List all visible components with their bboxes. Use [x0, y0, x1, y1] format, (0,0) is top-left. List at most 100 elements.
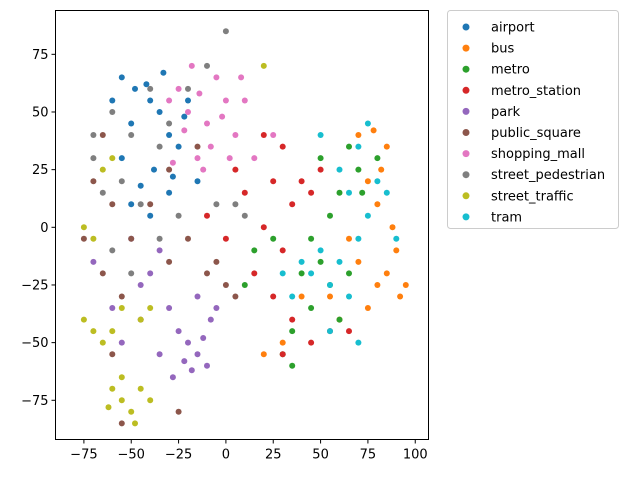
point-public-square: [147, 201, 154, 208]
point-street-pedestrian: [185, 85, 191, 92]
point-metro-station: [251, 270, 258, 277]
point-metro-station: [279, 351, 286, 358]
point-tram: [364, 212, 371, 219]
point-street-traffic: [105, 404, 112, 411]
point-street-pedestrian: [109, 247, 116, 254]
point-street-traffic: [109, 155, 116, 162]
point-tram: [317, 132, 324, 138]
point-bus: [355, 132, 362, 138]
series-street-pedestrian: [90, 28, 248, 277]
point-street-traffic: [137, 385, 144, 392]
y-tick-label: 50: [32, 105, 49, 120]
point-street-pedestrian: [147, 85, 154, 92]
point-tram: [355, 143, 362, 150]
point-metro: [336, 316, 343, 323]
point-tram: [346, 189, 352, 196]
x-tick-label: 100: [403, 448, 428, 463]
point-shopping-mall: [175, 85, 182, 92]
point-shopping-mall: [241, 97, 248, 104]
point-shopping-mall: [185, 109, 191, 115]
y-tick-label: −75: [21, 394, 48, 409]
point-shopping-mall: [222, 97, 229, 104]
y-axis: −75 −50 −25 0 25 50 75: [21, 48, 56, 409]
point-bus: [260, 351, 267, 358]
series-park: [90, 235, 220, 381]
point-street-traffic: [99, 339, 106, 346]
legend-label: metro: [491, 63, 530, 78]
point-bus: [383, 270, 390, 277]
y-tick-label: 25: [32, 163, 49, 178]
point-bus: [402, 282, 409, 288]
point-street-pedestrian: [166, 120, 173, 127]
legend-marker: [462, 192, 470, 200]
point-metro: [289, 328, 296, 335]
point-public-square: [109, 201, 116, 208]
series-tram: [279, 120, 400, 346]
point-metro-station: [289, 316, 296, 323]
x-tick-label: 0: [222, 448, 230, 463]
point-bus: [378, 166, 385, 173]
point-airport: [166, 132, 173, 138]
point-street-traffic: [99, 166, 106, 173]
point-street-pedestrian: [128, 270, 135, 277]
legend-item-airport: airport: [462, 21, 535, 36]
point-park: [181, 358, 188, 365]
point-airport: [128, 120, 135, 127]
point-park: [194, 293, 201, 300]
point-metro-station: [346, 328, 352, 335]
point-park: [204, 362, 210, 369]
point-metro-station: [279, 143, 286, 150]
point-public-square: [232, 293, 239, 300]
legend-item-street-pedestrian: street_pedestrian: [462, 168, 605, 183]
legend-frame: [447, 10, 619, 229]
legend-marker: [462, 129, 470, 136]
point-tram: [374, 178, 381, 185]
series-metro-station: [204, 132, 352, 358]
point-street-traffic: [147, 397, 154, 404]
series-bus: [260, 127, 409, 358]
point-metro: [346, 143, 352, 150]
point-airport: [151, 166, 157, 173]
plot-frame: [55, 10, 429, 440]
point-public-square: [118, 420, 125, 427]
point-metro-station: [222, 235, 229, 242]
point-shopping-mall: [213, 74, 220, 81]
legend-marker: [462, 213, 470, 221]
point-public-square: [128, 235, 135, 242]
point-street-traffic: [147, 305, 154, 311]
point-street-traffic: [132, 420, 138, 427]
point-metro: [270, 235, 277, 242]
point-shopping-mall: [194, 155, 201, 162]
point-public-square: [118, 293, 125, 300]
point-tram: [336, 166, 343, 173]
point-public-square: [99, 132, 106, 138]
point-public-square: [109, 351, 116, 358]
point-shopping-mall: [270, 132, 277, 138]
series-airport: [109, 69, 201, 219]
point-park: [194, 351, 201, 358]
point-metro-station: [317, 166, 324, 173]
point-metro: [298, 270, 305, 277]
point-park: [188, 367, 195, 374]
point-metro-station: [270, 178, 277, 185]
point-public-square: [213, 258, 220, 265]
point-airport: [109, 97, 116, 104]
point-shopping-mall: [196, 90, 203, 97]
point-airport: [132, 85, 138, 92]
point-airport: [118, 155, 125, 162]
point-shopping-mall: [181, 127, 188, 134]
point-street-pedestrian: [109, 109, 116, 115]
x-tick-label: 75: [360, 448, 377, 463]
point-tram: [355, 339, 362, 346]
point-metro: [355, 166, 362, 173]
point-bus: [383, 143, 390, 150]
point-bus: [298, 293, 305, 300]
points-layer: [80, 28, 409, 427]
point-metro-station: [232, 166, 239, 173]
legend-label: public_square: [491, 126, 581, 141]
point-tram: [289, 293, 296, 300]
point-street-traffic: [118, 305, 125, 311]
point-shopping-mall: [204, 120, 210, 127]
legend-item-metro: metro: [462, 63, 530, 78]
